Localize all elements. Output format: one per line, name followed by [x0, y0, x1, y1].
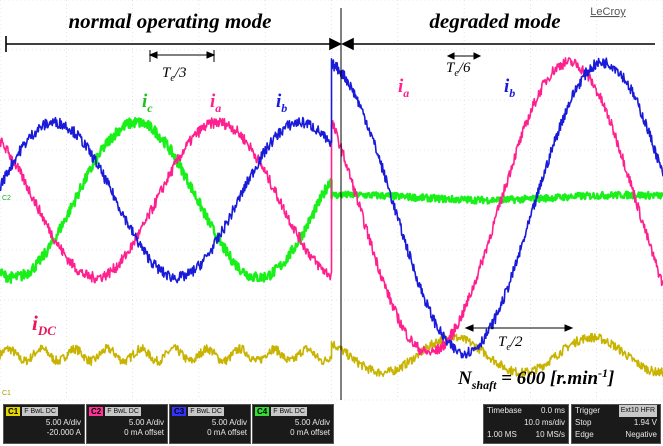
trigger-slope: Negative — [625, 430, 657, 439]
channel-flags: F BwL DC — [188, 407, 224, 416]
channel-scale: 5.00 A/div — [294, 418, 330, 427]
channel-offset: 0 mA offset — [207, 428, 247, 437]
speed-annotation: Nshaft = 600 [r.min-1] — [457, 366, 614, 392]
channel-scale: 5.00 A/div — [45, 418, 81, 427]
ia-label-normal: ia — [210, 91, 221, 115]
te2-arrow-right — [564, 324, 574, 332]
channel-offset: -20.000 A — [46, 428, 81, 437]
te6-label: Te/6 — [446, 60, 471, 79]
trace-idc — [0, 332, 663, 378]
degraded-mode-title: degraded mode — [429, 9, 560, 33]
te6-arrow-right — [473, 52, 482, 60]
channel-offset: 0 mA offset — [124, 428, 164, 437]
c2-level-marker: C2 — [2, 195, 11, 202]
channel-flags: F BwL DC — [271, 407, 307, 416]
normal-mode-title: normal operating mode — [68, 9, 271, 33]
trigger-panel[interactable]: Trigger Ext10 HFR Stop 1.94 V Edge Negative — [571, 404, 661, 444]
trigger-label: Trigger — [575, 406, 601, 415]
idc-label: iDC — [32, 311, 56, 338]
channel-scale: 5.00 A/div — [128, 418, 164, 427]
channel-offset: 0 mA offset — [290, 428, 330, 437]
c1-level-marker: C1 — [2, 390, 11, 397]
channel-2-panel[interactable]: C2 F BwL DC 5.00 A/div 0 mA offset — [86, 404, 168, 444]
normal-mode-arrowhead — [329, 37, 342, 51]
period-brackets — [148, 50, 574, 332]
lecroy-logo: LeCroy — [590, 6, 626, 18]
channel-tag: C3 — [172, 407, 187, 416]
trigger-level: 1.94 V — [633, 418, 657, 427]
ia-label-degraded: ia — [398, 76, 409, 100]
mode-arrows — [5, 36, 655, 52]
channel-1-panel[interactable]: C1 F BwL DC 5.00 A/div -20.000 A — [3, 404, 85, 444]
trigger-type: Edge — [575, 430, 594, 439]
timebase-panel[interactable]: Timebase 0.0 ms 10.0 ms/div 1.00 MS 10 MS/… — [483, 404, 569, 444]
timebase-samples: 1.00 MS — [487, 430, 517, 439]
timebase-label: Timebase — [487, 406, 522, 415]
ib-label-degraded: ib — [504, 76, 515, 100]
timebase-offset: 0.0 ms — [540, 406, 565, 415]
ic-label: ic — [142, 91, 153, 115]
te3-arrow-right — [206, 51, 216, 59]
trace-ia — [0, 57, 663, 356]
channel-4-panel[interactable]: C4 F BwL DC 5.00 A/div 0 mA offset — [252, 404, 334, 444]
te2-label: Te/2 — [498, 334, 523, 353]
channel-tag: C2 — [89, 407, 104, 416]
channel-scale: 5.00 A/div — [211, 418, 247, 427]
channel-flags: F BwL DC — [105, 407, 141, 416]
channel-tag: C1 — [6, 407, 21, 416]
te3-arrow-left — [148, 51, 158, 59]
channel-3-panel[interactable]: C3 F BwL DC 5.00 A/div 0 mA offset — [169, 404, 251, 444]
channel-tag: C4 — [255, 407, 270, 416]
te6-arrow-left — [446, 52, 455, 60]
channel-flags: F BwL DC — [22, 407, 58, 416]
trigger-badges: Ext10 HFR — [618, 405, 657, 417]
timebase-rate: 10 MS/s — [535, 430, 565, 439]
timebase-div: 10.0 ms/div — [524, 418, 565, 427]
trigger-mode: Stop — [575, 418, 592, 427]
ib-label-normal: ib — [276, 91, 287, 115]
traces — [0, 57, 663, 378]
te3-label: Te/3 — [162, 65, 186, 84]
degraded-mode-arrowhead — [341, 37, 354, 51]
te2-arrow-left — [464, 324, 474, 332]
trace-ib — [0, 57, 663, 359]
